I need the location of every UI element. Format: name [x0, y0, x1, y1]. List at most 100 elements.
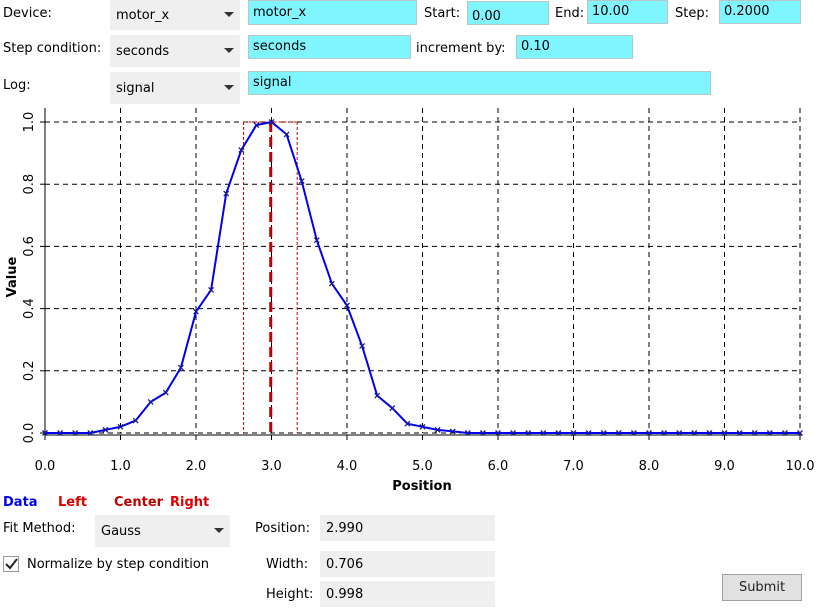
data-point	[781, 430, 788, 436]
data-point-x-stroke	[162, 389, 169, 396]
x-tick-label: 4.0	[337, 459, 358, 474]
data-point	[751, 430, 758, 436]
data-point	[419, 423, 426, 430]
chevron-down-icon	[224, 85, 234, 90]
data-point	[570, 430, 577, 436]
data-point-x-stroke	[646, 430, 652, 436]
data-point	[555, 430, 562, 436]
chart-series	[42, 119, 803, 436]
step-condition-input[interactable]: seconds	[248, 35, 411, 59]
data-point	[42, 430, 48, 436]
data-point	[72, 430, 79, 436]
chart-fit-markers	[243, 121, 298, 433]
x-tick-label: 0.0	[35, 459, 56, 474]
fit-method-combobox[interactable]: Gauss	[95, 515, 230, 547]
step-label: Step:	[675, 6, 709, 21]
data-point-x-stroke	[72, 430, 79, 436]
data-point	[661, 430, 668, 436]
legend-data: Data	[3, 495, 38, 510]
data-point	[389, 405, 396, 412]
data-point-x-stroke	[238, 147, 245, 153]
step-condition-label: Step condition:	[3, 41, 102, 56]
plot-chart[interactable]: 0.0 1.0 2.0 3.0 4.0 5.0 6.0 7.0 8.0 9.0 10.0 0.0 0.2…	[0, 0, 819, 500]
data-point	[449, 428, 456, 435]
increment-input[interactable]: 0.10	[516, 35, 633, 59]
data-point-x-stroke	[283, 131, 290, 138]
data-point-x-stroke	[736, 430, 743, 436]
data-point	[57, 430, 64, 436]
data-point-x-stroke	[177, 364, 184, 371]
x-tick-label: 5.0	[412, 459, 433, 474]
data-point	[691, 430, 698, 436]
data-point	[177, 364, 184, 371]
data-point	[510, 430, 517, 436]
x-tick-label: 9.0	[714, 459, 735, 474]
data-point-x-stroke	[208, 286, 215, 293]
data-point-x-stroke	[328, 280, 335, 287]
x-axis-label: Position	[392, 479, 452, 494]
chart-grid	[45, 108, 801, 434]
data-point-x-stroke	[449, 428, 456, 435]
start-input[interactable]: 0.00	[467, 1, 549, 25]
y-tick-label: 0.2	[22, 360, 37, 381]
data-point-x-stroke	[464, 430, 471, 436]
data-point-x-stroke	[419, 423, 426, 430]
device-label: Device:	[3, 6, 52, 21]
data-point-x-stroke	[132, 417, 139, 424]
submit-button[interactable]: Submit	[722, 574, 802, 601]
x-tick-label: 6.0	[488, 459, 509, 474]
data-point	[298, 178, 305, 185]
width-value: 0.706	[320, 551, 495, 577]
data-point-x-stroke	[751, 430, 758, 436]
log-label: Log:	[3, 78, 31, 93]
data-point-x-stroke	[570, 430, 577, 436]
data-point-x-stroke	[223, 190, 230, 197]
data-point-x-stroke	[555, 430, 562, 436]
legend-left: Left	[58, 495, 87, 510]
data-point	[374, 392, 381, 399]
data-point	[102, 426, 109, 433]
data-point-x-stroke	[661, 430, 668, 436]
position-label: Position:	[255, 521, 310, 536]
data-point-x-stroke	[525, 430, 532, 436]
data-point-x-stroke	[706, 430, 713, 436]
data-point-x-stroke	[87, 430, 94, 436]
device-input[interactable]: motor_x	[248, 0, 417, 25]
log-combobox[interactable]: signal	[110, 72, 240, 104]
data-point-x-stroke	[147, 398, 154, 405]
step-condition-combobox[interactable]: seconds	[110, 35, 240, 67]
normalize-checkbox[interactable]	[3, 556, 19, 572]
y-tick-label: 0.0	[22, 423, 37, 444]
legend-center: Center	[114, 495, 164, 510]
data-point	[525, 430, 532, 436]
x-tick-label: 7.0	[563, 459, 584, 474]
x-tick-label: 2.0	[186, 459, 207, 474]
data-point-x-stroke	[389, 405, 396, 412]
position-value: 2.990	[320, 515, 495, 541]
log-input[interactable]: signal	[248, 71, 711, 95]
device-combobox[interactable]: motor_x	[110, 0, 240, 30]
data-point-x-stroke	[676, 430, 683, 436]
data-point	[797, 430, 803, 436]
data-point-x-stroke	[600, 430, 607, 436]
step-input[interactable]: 0.2000	[719, 0, 801, 24]
chevron-down-icon	[214, 528, 224, 533]
data-point-x-stroke	[540, 430, 547, 436]
checkmark-icon	[5, 558, 18, 570]
y-tick-label: 0.4	[22, 298, 37, 319]
end-input[interactable]: 10.00	[587, 0, 668, 24]
device-combobox-value: motor_x	[116, 7, 170, 23]
x-tick-label: 3.0	[261, 459, 282, 474]
data-point	[479, 430, 486, 436]
data-point	[328, 280, 335, 287]
data-point	[540, 430, 547, 436]
data-point	[132, 417, 139, 424]
data-point	[615, 430, 622, 436]
data-point	[706, 430, 713, 436]
data-point	[238, 147, 245, 153]
y-axis-label: Value	[5, 256, 20, 297]
data-point	[147, 398, 154, 405]
end-label: End:	[555, 6, 585, 21]
data-point	[193, 308, 199, 315]
data-point	[283, 131, 290, 138]
